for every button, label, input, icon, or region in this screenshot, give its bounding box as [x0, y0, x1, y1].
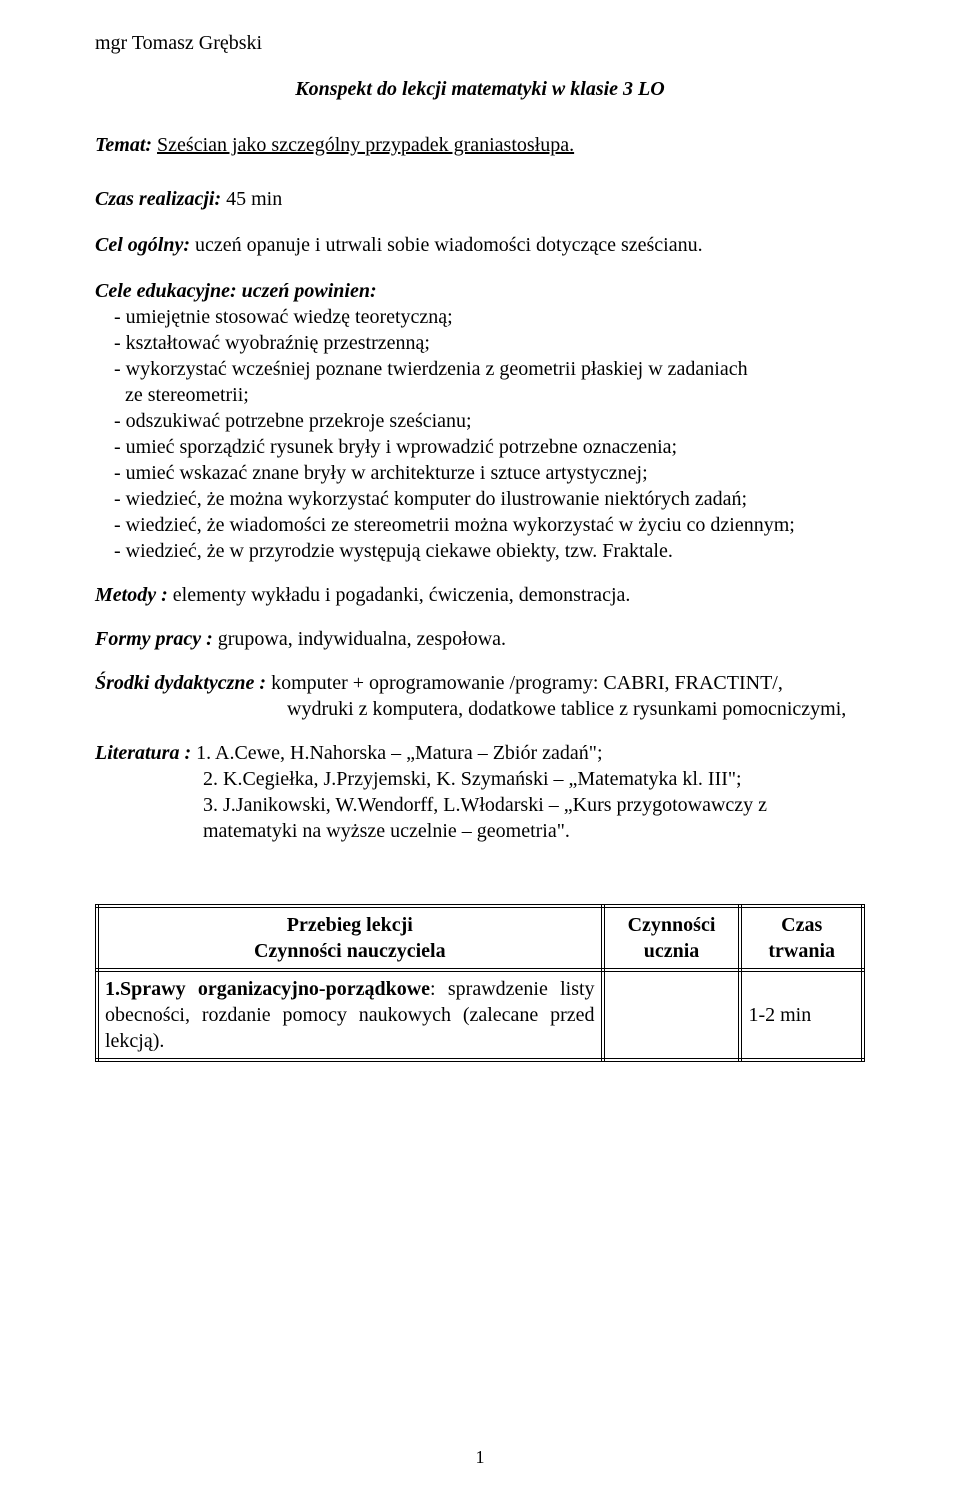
cell-student-1: [603, 970, 741, 1060]
list-item-sub: ze stereometrii;: [125, 382, 865, 408]
forms-line: Formy pracy : grupowa, indywidualna, zes…: [95, 626, 865, 652]
forms-text: grupowa, indywidualna, zespołowa.: [213, 628, 506, 650]
list-item: - wykorzystać wcześniej poznane twierdze…: [95, 356, 865, 408]
cell-duration-1: 1-2 min: [740, 970, 863, 1060]
list-item: - odszukiwać potrzebne przekroje sześcia…: [95, 408, 865, 434]
methods-line: Metody : elementy wykładu i pogadanki, ć…: [95, 582, 865, 608]
literature-item-2: 3. J.Janikowski, W.Wendorff, L.Włodarski…: [95, 792, 865, 818]
literature-item-3: matematyki na wyższe uczelnie – geometri…: [95, 818, 865, 844]
topic-line: Temat: Sześcian jako szczególny przypade…: [95, 132, 865, 158]
header-text: Czynności nauczyciela: [105, 938, 595, 964]
document-title: Konspekt do lekcji matematyki w klasie 3…: [95, 76, 865, 102]
page-number: 1: [0, 1446, 960, 1469]
resources-line1: Środki dydaktyczne : komputer + oprogram…: [95, 670, 865, 696]
header-text: Czynności: [611, 912, 733, 938]
list-item: - umiejętnie stosować wiedzę teoretyczną…: [95, 304, 865, 330]
table-header-duration: Czas trwania: [740, 906, 863, 970]
list-item: - wiedzieć, że wiadomości ze stereometri…: [95, 512, 865, 538]
resources-line2: wydruki z komputera, dodatkowe tablice z…: [95, 696, 865, 722]
duration-text: 1-2 min: [748, 1004, 811, 1026]
list-item: - umieć sporządzić rysunek bryły i wprow…: [95, 434, 865, 460]
table-header-row: Przebieg lekcji Czynności nauczyciela Cz…: [97, 906, 863, 970]
forms-label: Formy pracy :: [95, 628, 213, 650]
literature-block: Literatura : 1. A.Cewe, H.Nahorska – „Ma…: [95, 740, 865, 844]
main-goal-label: Cel ogólny:: [95, 234, 190, 256]
header-text: ucznia: [611, 938, 733, 964]
edu-goals-block: Cele edukacyjne: uczeń powinien: - umiej…: [95, 278, 865, 564]
table-header-student: Czynności ucznia: [603, 906, 741, 970]
table-body: 1.Sprawy organizacyjno-porządkowe: spraw…: [97, 970, 863, 1060]
topic-label: Temat:: [95, 134, 152, 156]
edu-goals-list: - umiejętnie stosować wiedzę teoretyczną…: [95, 304, 865, 564]
author-line: mgr Tomasz Grębski: [95, 30, 865, 56]
header-text: trwania: [748, 938, 855, 964]
time-text: 45 min: [221, 188, 282, 210]
table-row: 1.Sprawy organizacyjno-porządkowe: spraw…: [97, 970, 863, 1060]
list-item: - kształtować wyobraźnię przestrzenną;: [95, 330, 865, 356]
list-item: - wiedzieć, że w przyrodzie występują ci…: [95, 538, 865, 564]
table-header-lesson: Przebieg lekcji Czynności nauczyciela: [97, 906, 603, 970]
time-label: Czas realizacji:: [95, 188, 221, 210]
main-goal-line: Cel ogólny: uczeń opanuje i utrwali sobi…: [95, 232, 865, 258]
list-item-text: - wykorzystać wcześniej poznane twierdze…: [114, 358, 748, 380]
topic-text: Sześcian jako szczególny przypadek grani…: [157, 134, 574, 156]
row1-bold: 1.Sprawy organizacyjno-porządkowe: [105, 978, 430, 1000]
methods-label: Metody :: [95, 584, 168, 606]
literature-item-1: 2. K.Cegiełka, J.Przyjemski, K. Szymańsk…: [95, 766, 865, 792]
literature-item-0: 1. A.Cewe, H.Nahorska – „Matura – Zbiór …: [191, 742, 602, 764]
header-text: Czas: [748, 912, 855, 938]
resources-label: Środki dydaktyczne :: [95, 672, 266, 694]
resources-block: Środki dydaktyczne : komputer + oprogram…: [95, 670, 865, 722]
document-page: mgr Tomasz Grębski Konspekt do lekcji ma…: [0, 0, 960, 1499]
header-text: Przebieg lekcji: [105, 912, 595, 938]
table-head: Przebieg lekcji Czynności nauczyciela Cz…: [97, 906, 863, 970]
time-line: Czas realizacji: 45 min: [95, 186, 865, 212]
cell-lesson-1: 1.Sprawy organizacyjno-porządkowe: spraw…: [97, 970, 603, 1060]
edu-goals-label: Cele edukacyjne: uczeń powinien:: [95, 278, 865, 304]
lesson-table: Przebieg lekcji Czynności nauczyciela Cz…: [95, 904, 865, 1062]
literature-label: Literatura :: [95, 742, 191, 764]
literature-line1: Literatura : 1. A.Cewe, H.Nahorska – „Ma…: [95, 740, 865, 766]
main-goal-text: uczeń opanuje i utrwali sobie wiadomości…: [190, 234, 703, 256]
list-item: - umieć wskazać znane bryły w architektu…: [95, 460, 865, 486]
list-item: - wiedzieć, że można wykorzystać kompute…: [95, 486, 865, 512]
resources-text1: komputer + oprogramowanie /programy: CAB…: [266, 672, 783, 694]
methods-text: elementy wykładu i pogadanki, ćwiczenia,…: [168, 584, 631, 606]
